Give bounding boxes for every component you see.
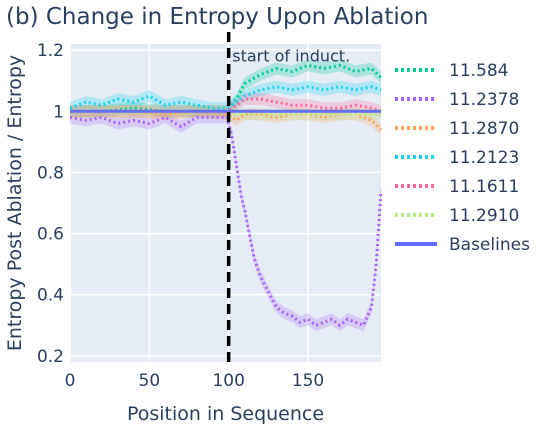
chart-title: (b) Change in Entropy Upon Ablation [6, 4, 428, 30]
legend-label-11-2910: 11.2910 [449, 206, 519, 226]
y-tick-label: 0.6 [37, 225, 64, 245]
y-tick-label: 1.2 [37, 41, 64, 61]
series-11-584 [70, 63, 383, 113]
y-tick-label: 0.8 [37, 163, 64, 183]
y-tick-labels: 0.2 0.4 0.6 0.8 1 1.2 [37, 41, 64, 367]
y-tick-label: 1 [53, 102, 64, 122]
series-11-2910 [70, 109, 381, 116]
plot-area [70, 44, 381, 362]
y-axis-title: Entropy Post Ablation / Entropy [4, 55, 26, 351]
series-11-2378 [69, 115, 383, 328]
x-axis-title: Position in Sequence [127, 403, 324, 425]
legend-label-11-2378: 11.2378 [449, 90, 519, 110]
legend-label-11-1611: 11.1611 [449, 177, 519, 197]
x-tick-label: 100 [212, 371, 244, 391]
legend-label-11-2123: 11.2123 [449, 148, 519, 168]
legend: 11.584 11.2378 11.2870 11.2123 11.1611 11.291… [395, 61, 530, 255]
series-11-2123 [69, 85, 382, 110]
band-11-2870 [70, 105, 381, 136]
induction-annotation: start of induct. [232, 46, 350, 65]
x-tick-label: 150 [292, 371, 324, 391]
x-tick-label: 0 [65, 371, 76, 391]
x-tick-label: 50 [139, 371, 161, 391]
series-lines [69, 63, 383, 328]
y-tick-label: 0.4 [37, 286, 64, 306]
y-tick-label: 0.2 [37, 347, 64, 367]
legend-label-11-584: 11.584 [449, 61, 508, 81]
legend-label-11-2870: 11.2870 [449, 119, 519, 139]
legend-label-baselines: Baselines [449, 235, 530, 255]
x-tick-labels: 0 50 100 150 [65, 371, 325, 391]
